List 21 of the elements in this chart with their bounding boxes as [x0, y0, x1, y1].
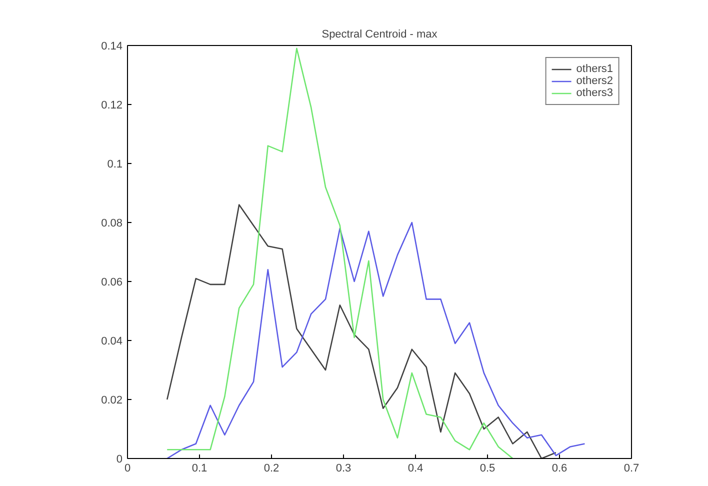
- y-tick-label: 0.1: [107, 158, 123, 170]
- legend-label: others3: [576, 87, 613, 99]
- legend-label: others2: [576, 75, 613, 87]
- y-tick-label: 0.06: [101, 276, 123, 288]
- chart-title: Spectral Centroid - max: [322, 28, 438, 40]
- x-tick-label: 0.1: [192, 462, 208, 474]
- y-tick-label: 0.12: [101, 100, 123, 112]
- x-tick-label: 0.4: [408, 462, 424, 474]
- y-tick-label: 0.04: [101, 336, 123, 348]
- x-tick-label: 0.7: [624, 462, 640, 474]
- x-tick-label: 0.6: [552, 462, 568, 474]
- y-tick-label: 0.08: [101, 218, 123, 230]
- x-tick-label: 0.3: [336, 462, 352, 474]
- x-tick-label: 0: [124, 462, 131, 474]
- x-tick-label: 0.5: [480, 462, 496, 474]
- line-series: [166, 48, 514, 458]
- legend-label: others1: [576, 63, 613, 75]
- x-tick-label: 0.2: [264, 462, 280, 474]
- y-tick-label: 0.14: [101, 40, 123, 52]
- y-tick-label: 0.02: [101, 394, 123, 406]
- y-tick-label: 0: [116, 454, 123, 466]
